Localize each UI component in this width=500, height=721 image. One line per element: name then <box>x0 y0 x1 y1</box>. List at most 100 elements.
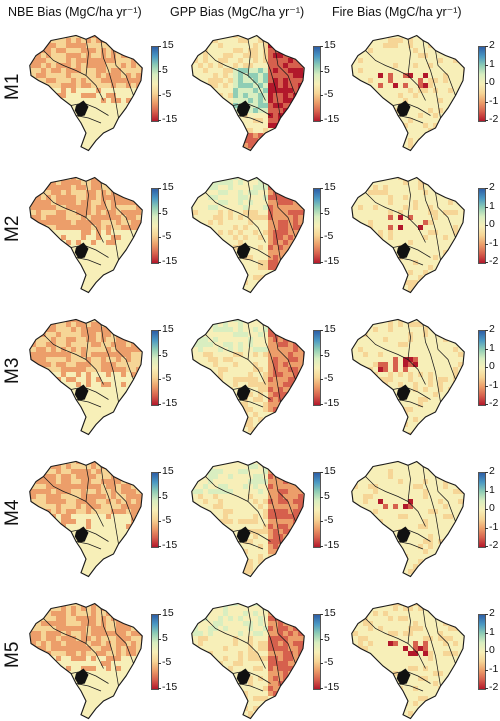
grid-cell <box>31 322 37 328</box>
grid-cell <box>116 170 121 175</box>
grid-cell <box>106 83 112 89</box>
grid-cell <box>388 118 394 124</box>
grid-cell <box>383 53 389 59</box>
grid-cell <box>51 210 57 216</box>
grid-cell <box>71 98 77 104</box>
grid-cell <box>111 342 117 348</box>
grid-cell <box>373 128 379 134</box>
grid-cell <box>29 225 32 231</box>
grid-cell <box>91 432 97 435</box>
grid-cell <box>91 327 97 333</box>
grid-cell <box>263 35 269 39</box>
grid-cell <box>413 43 419 49</box>
grid-cell <box>36 98 42 104</box>
grid-cell <box>393 118 399 124</box>
grid-cell <box>258 382 264 388</box>
grid-cell <box>223 422 229 428</box>
grid-cell <box>438 225 444 231</box>
grid-cell <box>96 225 102 231</box>
grid-cell <box>428 285 434 291</box>
grid-cell <box>191 195 194 201</box>
grid-cell <box>363 138 369 144</box>
grid-cell <box>131 372 137 378</box>
grid-cell <box>413 83 419 89</box>
grid-cell <box>268 133 274 139</box>
grid-cell <box>258 215 264 221</box>
grid-cell <box>358 53 364 59</box>
grid-cell <box>468 53 473 58</box>
grid-cell <box>126 170 131 175</box>
grid-cell <box>61 270 67 276</box>
grid-cell <box>213 93 219 99</box>
grid-cell <box>453 38 459 44</box>
grid-cell <box>208 118 214 124</box>
grid-cell <box>453 185 459 191</box>
grid-cell <box>51 148 57 151</box>
grid-cell <box>233 432 239 435</box>
grid-cell <box>308 275 313 280</box>
grid-cell <box>71 332 77 338</box>
grid-cell <box>278 113 284 119</box>
grid-cell <box>368 230 374 236</box>
grid-cell <box>353 63 359 69</box>
colorbar-tick-mark <box>485 262 488 263</box>
grid-cell <box>56 83 62 89</box>
grid-cell <box>353 93 359 99</box>
grid-cell <box>76 280 82 286</box>
grid-cell <box>203 432 209 435</box>
grid-cell <box>198 290 204 293</box>
grid-cell <box>418 265 424 271</box>
grid-cell <box>298 63 304 69</box>
grid-cell <box>278 255 284 261</box>
grid-cell <box>66 275 72 281</box>
grid-cell <box>383 103 389 109</box>
grid-cell <box>258 225 264 231</box>
grid-cell <box>193 148 199 151</box>
grid-cell <box>428 200 434 206</box>
grid-cell <box>293 170 298 175</box>
grid-cell <box>76 367 82 373</box>
grid-cell <box>71 63 77 69</box>
grid-cell <box>258 285 264 291</box>
grid-cell <box>233 412 239 418</box>
grid-cell <box>248 382 254 388</box>
grid-cell <box>86 93 92 99</box>
grid-cell <box>243 185 249 191</box>
grid-cell <box>96 312 101 317</box>
grid-cell <box>116 362 122 368</box>
grid-cell <box>453 177 459 181</box>
colorbar-fire <box>478 188 486 264</box>
grid-cell <box>31 177 37 181</box>
grid-cell <box>31 240 37 246</box>
grid-cell <box>29 387 32 393</box>
grid-cell <box>131 215 137 221</box>
grid-cell <box>46 422 52 428</box>
grid-cell <box>218 48 224 54</box>
grid-cell <box>468 205 473 210</box>
grid-cell <box>76 148 82 151</box>
grid-cell <box>121 290 127 293</box>
grid-cell <box>303 200 305 206</box>
grid-cell <box>111 357 117 363</box>
grid-cell <box>403 123 409 129</box>
grid-cell <box>373 53 379 59</box>
grid-cell <box>368 123 374 129</box>
grid-cell <box>383 43 389 49</box>
grid-cell <box>223 215 229 221</box>
grid-cell <box>136 215 142 221</box>
grid-cell <box>413 170 418 175</box>
grid-cell <box>238 98 244 104</box>
grid-cell <box>101 63 107 69</box>
grid-cell <box>283 148 289 151</box>
grid-cell <box>41 412 47 418</box>
grid-cell <box>51 275 57 281</box>
grid-cell <box>61 235 67 241</box>
grid-cell <box>51 225 57 231</box>
grid-cell <box>56 205 62 211</box>
grid-cell <box>96 53 102 59</box>
grid-cell <box>51 78 57 84</box>
grid-cell <box>438 230 444 236</box>
grid-cell <box>131 103 137 109</box>
grid-cell <box>126 347 132 353</box>
grid-cell <box>66 93 72 99</box>
